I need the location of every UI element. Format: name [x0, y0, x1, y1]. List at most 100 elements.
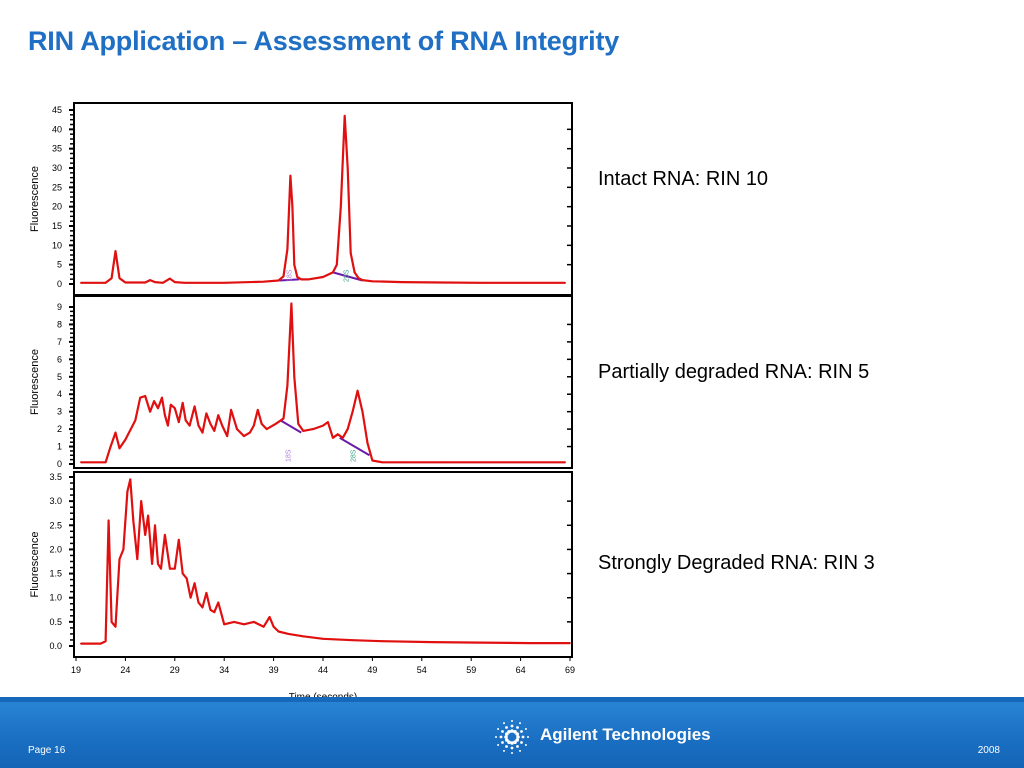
logo-dot — [520, 741, 523, 744]
data-point — [160, 567, 162, 570]
data-point — [188, 424, 191, 427]
data-point — [290, 302, 293, 305]
logo-dot — [505, 738, 509, 742]
x-tick-label: 39 — [269, 665, 279, 675]
data-point — [256, 409, 259, 411]
logo-dot — [515, 732, 519, 736]
y-tick-label: 10 — [52, 240, 62, 250]
data-point — [480, 461, 482, 464]
footer-band: Page 16 Agilent Technologies 2008 — [0, 697, 1024, 768]
chart-panel-1: 0 5 10 15 20 25 30 35 40 45 Fluorescence 18S 28S — [29, 102, 573, 296]
data-point — [110, 277, 113, 280]
data-point — [183, 281, 186, 284]
data-point — [286, 384, 289, 387]
data-point — [564, 281, 566, 284]
data-point — [144, 395, 147, 397]
peak-label: 28S — [351, 449, 358, 462]
logo-dot — [505, 745, 508, 748]
data-point — [169, 403, 172, 406]
data-point — [343, 114, 346, 117]
data-point — [157, 563, 159, 565]
data-point — [262, 280, 265, 283]
x-tick-label: 69 — [565, 665, 575, 675]
data-point — [287, 633, 290, 635]
y-tick-label: 25 — [52, 182, 62, 192]
chart-panel-3: 0.0 0.5 1.0 1.5 2.0 2.5 3.0 3.5 Fluorescence 19 24… — [29, 471, 575, 703]
x-tick-label: 64 — [516, 665, 526, 675]
data-point — [162, 281, 164, 284]
data-point — [99, 642, 102, 645]
data-point — [197, 424, 200, 427]
y-tick-label: 0.0 — [49, 641, 62, 651]
series-line — [80, 114, 566, 284]
data-point — [346, 428, 349, 430]
slide-title: RIN Application – Assessment of RNA Inte… — [28, 26, 620, 56]
y-tick-label: 5 — [57, 372, 62, 382]
data-point — [209, 423, 212, 425]
data-point — [529, 642, 532, 644]
data-point — [154, 524, 156, 527]
data-point — [332, 436, 334, 439]
logo-dot — [510, 729, 514, 733]
data-point — [401, 461, 403, 464]
data-point — [282, 417, 285, 420]
logo-dot — [510, 741, 514, 745]
data-point — [189, 596, 192, 599]
y-tick-label: 3 — [57, 407, 62, 417]
data-point — [184, 419, 187, 422]
data-point — [185, 577, 188, 580]
logo-dot — [516, 735, 520, 739]
data-point — [80, 642, 82, 645]
data-point — [201, 431, 204, 434]
y-axis-label: Fluorescence — [29, 531, 41, 597]
data-point — [440, 461, 443, 464]
data-point — [262, 625, 265, 628]
data-point — [122, 548, 125, 551]
y-tick-label: 15 — [52, 221, 62, 231]
logo-dot — [510, 746, 514, 750]
data-point — [260, 423, 263, 425]
logo-dot — [513, 740, 517, 744]
data-point — [371, 459, 374, 462]
data-point — [132, 519, 135, 522]
data-point — [322, 637, 324, 640]
data-point — [223, 281, 226, 284]
data-point — [124, 438, 127, 441]
logo-dot — [524, 728, 527, 730]
y-tick-label: 30 — [52, 163, 62, 173]
data-point — [151, 563, 154, 565]
peak-baseline — [279, 278, 300, 282]
logo-dot — [521, 735, 525, 739]
data-point — [177, 538, 180, 541]
y-tick-label: 20 — [52, 202, 62, 212]
data-point — [569, 642, 571, 644]
logo-dot — [515, 738, 519, 742]
logo-dot — [507, 730, 511, 734]
data-point — [322, 276, 324, 278]
data-point — [282, 275, 285, 278]
data-point — [181, 402, 184, 404]
y-axis-label: Fluorescence — [29, 166, 41, 232]
y-tick-label: 6 — [57, 354, 62, 364]
data-point — [197, 601, 200, 604]
logo-dot — [511, 752, 513, 754]
logo-dot — [505, 726, 508, 729]
data-point — [167, 424, 169, 427]
data-point — [144, 281, 147, 284]
logo-dot — [503, 749, 505, 752]
data-point — [205, 592, 208, 594]
logo-dot — [519, 722, 521, 725]
y-tick-label: 3.5 — [49, 472, 62, 482]
data-point — [322, 424, 324, 427]
data-point — [277, 279, 280, 282]
data-point — [357, 277, 360, 280]
x-tick-label: 49 — [367, 665, 377, 675]
data-point — [104, 281, 107, 284]
data-point — [252, 424, 255, 427]
y-tick-label: 2.5 — [49, 520, 62, 530]
data-point — [173, 567, 176, 570]
data-point — [114, 431, 117, 434]
data-point — [277, 630, 280, 633]
logo-dot — [520, 730, 523, 733]
data-point — [149, 279, 152, 281]
